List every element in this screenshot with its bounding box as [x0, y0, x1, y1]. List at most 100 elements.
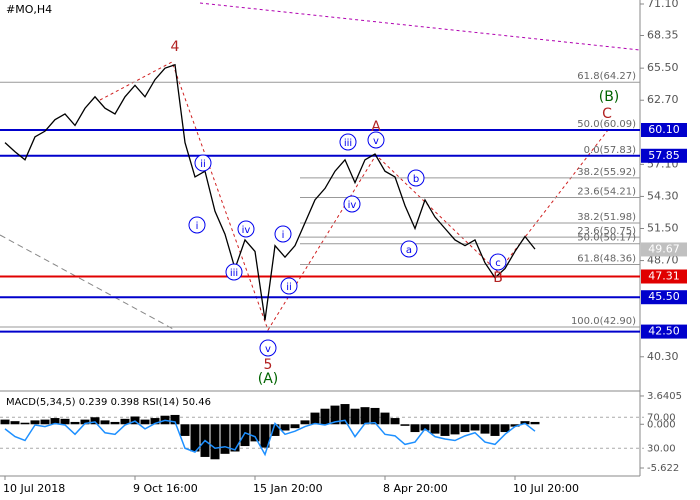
macd-bar	[470, 424, 480, 431]
x-tick-label: 10 Jul 20:00	[513, 482, 579, 495]
wave-label: v	[265, 344, 271, 355]
wave-circle	[225, 263, 243, 281]
price-box-label: 42.50	[648, 325, 680, 338]
rsi-line	[4, 419, 536, 457]
wave-label: iii	[344, 138, 352, 149]
macd-bar	[500, 424, 510, 433]
wave-circle	[489, 253, 507, 271]
y-tick-label: 0.000	[647, 419, 676, 430]
wave-circle	[343, 195, 361, 213]
wave-label: C	[602, 106, 612, 122]
macd-bar	[310, 412, 320, 425]
macd-bar	[360, 407, 370, 425]
wave-label: (A)	[258, 371, 279, 387]
macd-bar	[10, 421, 20, 425]
macd-bar	[170, 414, 180, 425]
wave-circle	[367, 131, 385, 149]
wave-label: i	[196, 221, 199, 232]
macd-bar	[490, 424, 500, 436]
y2-tick-label: 70.00	[647, 412, 676, 423]
trend-line	[199, 2, 641, 51]
x-tick-label: 15 Jan 20:00	[253, 482, 323, 495]
x-tick-label: 9 Oct 16:00	[133, 482, 198, 495]
y-tick-label: 40.30	[647, 350, 679, 363]
wave-label: 4	[171, 39, 180, 55]
wave-label: 5	[264, 357, 273, 373]
wave-label: b	[413, 174, 419, 185]
macd-bar	[280, 424, 290, 431]
y-tick-label: 51.50	[647, 222, 679, 235]
macd-bar	[90, 417, 100, 425]
macd-bar	[270, 424, 280, 436]
macd-bar	[410, 424, 420, 433]
price-box-label: 45.50	[648, 290, 680, 303]
macd-bar	[460, 424, 470, 433]
macd-bar	[430, 424, 440, 434]
macd-bar	[240, 424, 250, 447]
price-box-label: 60.10	[648, 123, 680, 136]
x-tick-label: 8 Apr 20:00	[383, 482, 448, 495]
macd-bar	[190, 424, 200, 452]
macd-bar	[230, 424, 240, 452]
x-tick-label: 10 Jul 2018	[3, 482, 65, 495]
macd-bar	[320, 408, 330, 425]
macd-bar	[180, 424, 190, 436]
wave-label: ii	[286, 282, 292, 293]
wave-circle	[194, 154, 212, 172]
price-box	[641, 269, 687, 284]
fib-label: 38.2(51.98)	[577, 212, 636, 223]
macd-bar	[70, 421, 80, 425]
fib-label: 100.0(42.90)	[571, 316, 636, 327]
macd-bar	[440, 424, 450, 436]
macd-bar	[400, 424, 410, 426]
macd-bar	[140, 419, 150, 425]
macd-bar	[20, 422, 30, 425]
wave-circle	[237, 220, 255, 238]
price-box	[641, 324, 687, 339]
macd-bar	[250, 424, 260, 442]
macd-bar	[30, 420, 40, 425]
wave-circle	[280, 277, 298, 295]
wave-circle	[274, 225, 292, 243]
price-box-label: 57.85	[648, 149, 680, 162]
macd-bar	[480, 424, 490, 434]
macd-bar	[0, 419, 10, 425]
y-tick-label: 62.70	[647, 93, 679, 106]
macd-bar	[260, 424, 270, 448]
price-box	[641, 148, 687, 163]
price-box	[641, 242, 687, 257]
fib-label: 23.6(50.75)	[577, 226, 636, 237]
y-tick-label: -5.622	[647, 463, 679, 474]
wave-label: a	[406, 245, 412, 256]
wave-label: v	[373, 136, 379, 147]
fib-label: 61.8(48.36)	[577, 253, 636, 264]
y-tick-label: 68.35	[647, 29, 679, 42]
macd-bar	[60, 418, 70, 425]
macd-bar	[150, 418, 160, 425]
macd-bar	[450, 424, 460, 435]
macd-bar	[370, 407, 380, 425]
y-tick-label: 48.70	[647, 254, 679, 267]
price-box	[641, 290, 687, 305]
fib-label: 38.2(55.92)	[577, 167, 636, 178]
price-box-label: 49.67	[648, 242, 680, 255]
wave-label: iv	[348, 200, 357, 211]
wave-label: iv	[242, 225, 251, 236]
macd-bar	[340, 404, 350, 425]
macd-bar	[380, 412, 390, 425]
fib-label: 0.0(57.83)	[584, 145, 636, 156]
fib-label: 61.8(64.27)	[577, 71, 636, 82]
wave-label: ii	[200, 159, 206, 170]
wave-circle	[259, 339, 277, 357]
price-line	[4, 63, 536, 321]
macd-bar	[350, 408, 360, 425]
wave-circle	[407, 169, 425, 187]
y-tick-label: 3.6405	[647, 391, 682, 402]
fib-label: 50.0(60.09)	[577, 119, 636, 130]
trend-line	[0, 234, 176, 331]
chart-title: #MO,H4	[6, 3, 52, 16]
macd-bar	[210, 424, 220, 460]
macd-bar	[120, 418, 130, 425]
